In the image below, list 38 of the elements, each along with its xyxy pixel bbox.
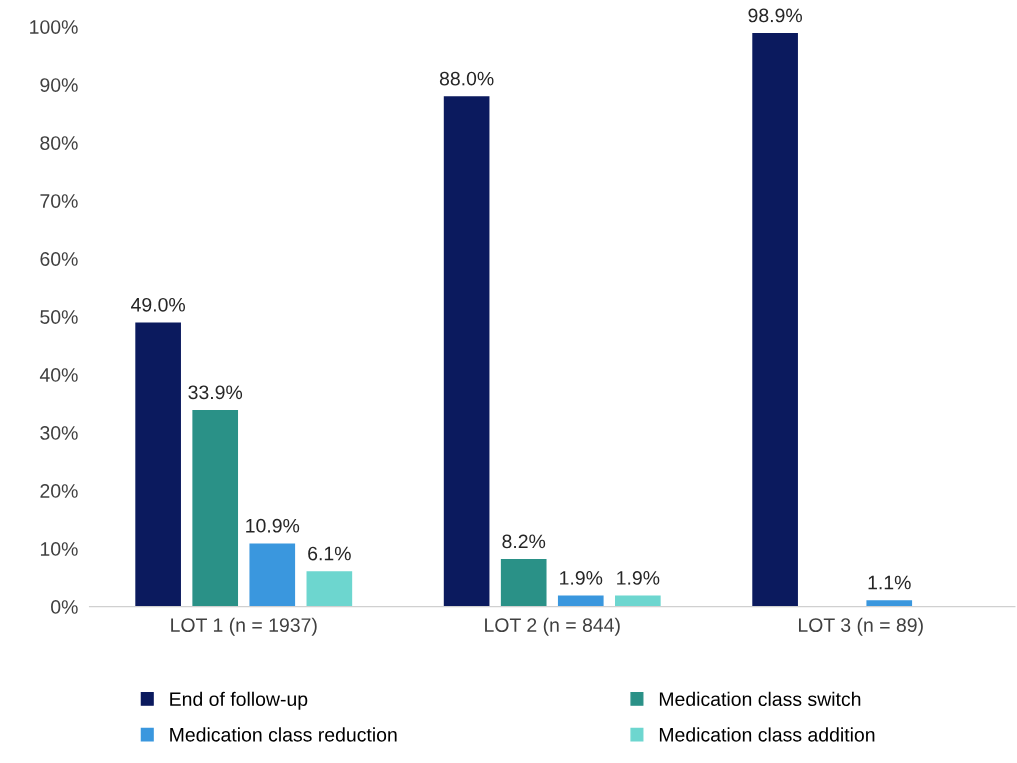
- data-label: 10.9%: [246, 518, 300, 533]
- bar: [500, 559, 547, 607]
- y-tick-label: 80%: [40, 136, 78, 150]
- bar: [752, 33, 798, 607]
- bar: [615, 595, 661, 607]
- data-label: 49.0%: [131, 297, 186, 312]
- data-label: 98.9%: [748, 8, 802, 23]
- y-tick-label: 100%: [30, 20, 78, 34]
- data-label: 1.9%: [617, 571, 660, 585]
- data-label: 8.2%: [502, 534, 546, 549]
- y-tick-label: 70%: [40, 194, 78, 208]
- data-label: 1.9%: [560, 571, 603, 585]
- y-tick-label: 40%: [39, 368, 78, 382]
- y-tick-label: 30%: [40, 426, 78, 440]
- legend-label: End of follow-up: [170, 691, 308, 710]
- data-label: 33.9%: [188, 385, 243, 400]
- y-tick-label: 20%: [40, 484, 78, 498]
- bar: [557, 595, 604, 607]
- data-label: 6.1%: [308, 546, 351, 561]
- bar: [135, 322, 181, 607]
- y-tick-label: 10%: [40, 542, 78, 556]
- x-tick-label: LOT 1 (n = 1937): [171, 617, 317, 636]
- y-tick-label: 90%: [40, 78, 78, 92]
- legend-label: Medication class switch: [659, 691, 861, 707]
- y-tick-label: 60%: [40, 252, 78, 266]
- legend-label: Medication class reduction: [170, 727, 397, 742]
- bar: [443, 96, 490, 607]
- bar: [306, 571, 353, 607]
- bar: [249, 543, 296, 607]
- x-tick-label: LOT 3 (n = 89): [799, 617, 923, 636]
- y-tick-label: 50%: [40, 310, 78, 324]
- bar: [866, 600, 913, 607]
- data-label: 88.0%: [439, 71, 494, 86]
- legend-label: Medication class addition: [659, 727, 875, 742]
- bar: [192, 410, 239, 607]
- y-tick-label: 0%: [51, 600, 78, 614]
- x-tick-label: LOT 2 (n = 844): [485, 617, 620, 636]
- data-label: 1.1%: [868, 575, 911, 590]
